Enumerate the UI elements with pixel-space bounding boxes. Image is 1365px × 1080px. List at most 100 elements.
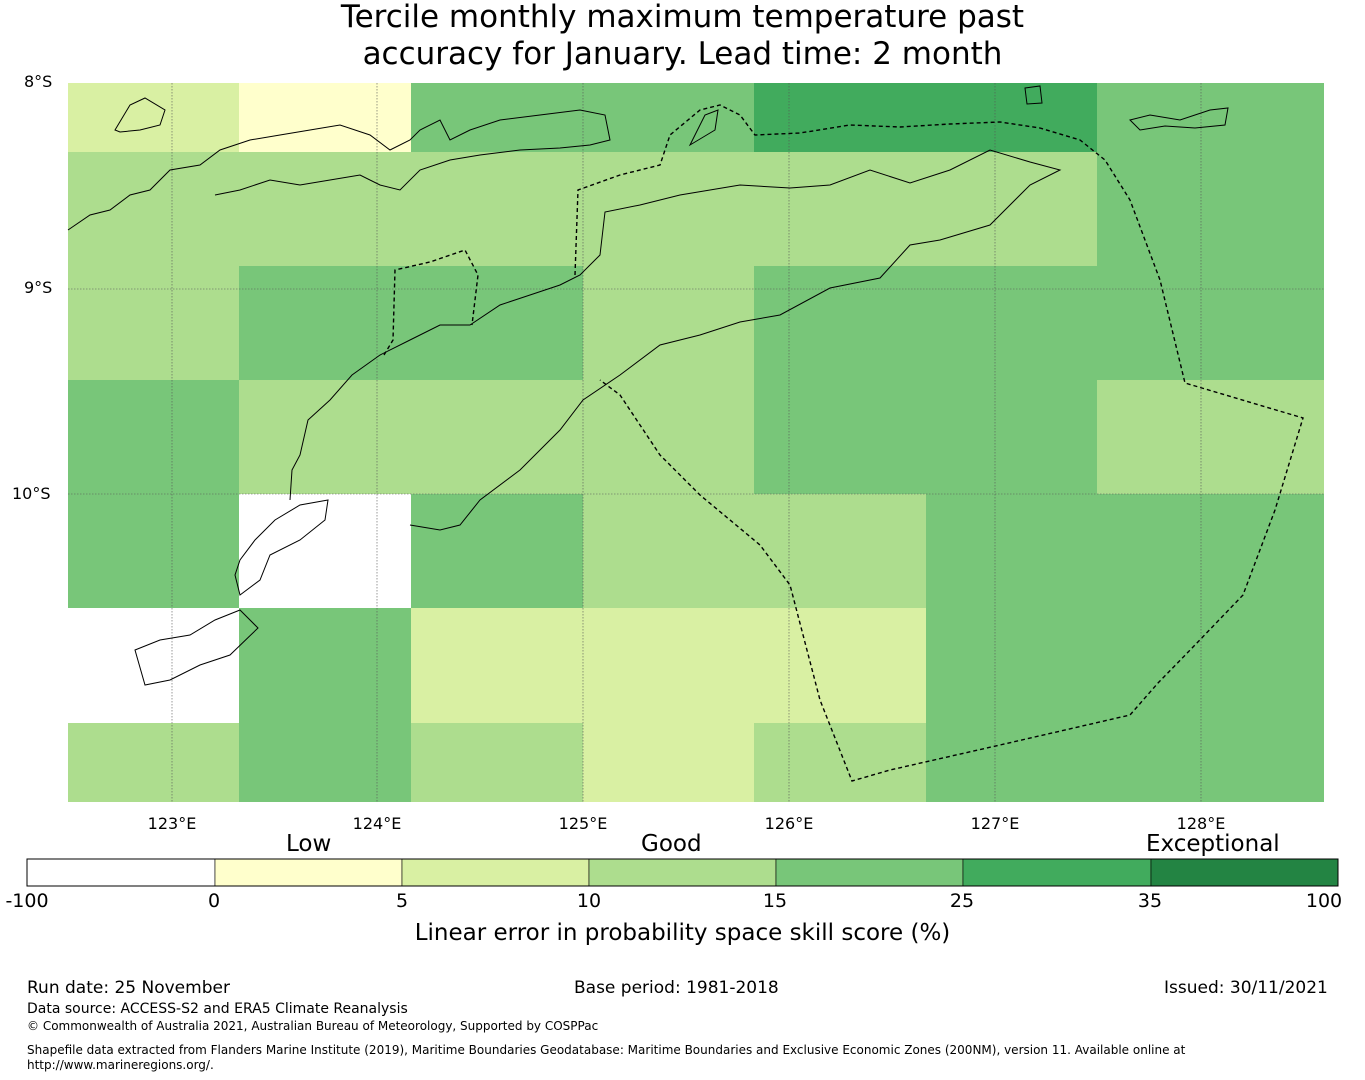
grid-cell <box>411 152 583 266</box>
grid-cell <box>68 723 239 802</box>
grid-cell <box>926 152 1097 266</box>
grid-cell <box>583 494 754 608</box>
grid-cell <box>411 83 583 152</box>
colorbar-segment <box>1150 858 1339 887</box>
shapefile-credit-line-2: http://www.marineregions.org/. <box>27 1058 214 1072</box>
grid-cell <box>926 380 1097 494</box>
colorbar-segment <box>26 858 216 887</box>
grid-cell <box>1097 494 1324 608</box>
colorbar-tick-0: 0 <box>207 890 221 912</box>
grid-cell <box>754 152 926 266</box>
grid-cell <box>239 380 411 494</box>
grid-cell <box>68 152 239 266</box>
grid-cell <box>926 83 1097 152</box>
grid-cell <box>68 608 239 723</box>
colorbar-segment <box>401 858 590 887</box>
grid-cell <box>239 608 411 723</box>
colorbar-tick-25: 25 <box>949 890 975 912</box>
grid-cell <box>411 380 583 494</box>
colorbar-segment <box>775 858 964 887</box>
grid-cell <box>239 83 411 152</box>
grid-cell <box>68 83 239 152</box>
wetar-coastline <box>1129 107 1229 131</box>
sawu-coastline <box>134 609 259 686</box>
lat-label-9s: 9°S <box>24 278 53 297</box>
flores-coastline <box>67 109 611 231</box>
grid-cell <box>411 494 583 608</box>
map-title-line-1: Tercile monthly maximum temperature past <box>340 0 1025 35</box>
alor-coastline <box>114 97 166 133</box>
grid-cell <box>411 608 583 723</box>
sumba-coastline <box>234 499 329 596</box>
colorbar-tick-minus100: -100 <box>5 890 49 912</box>
grid-cell <box>1097 266 1324 380</box>
grid-cell <box>754 494 926 608</box>
grid-cell <box>926 723 1097 802</box>
colorbar-tick-10: 10 <box>576 890 602 912</box>
skill-grid <box>68 83 1324 802</box>
colorbar-segment <box>588 858 777 887</box>
colorbar-tick-15: 15 <box>762 890 788 912</box>
grid-cell <box>68 494 239 608</box>
grid-cell <box>583 608 754 723</box>
base-period: Base period: 1981-2018 <box>574 978 779 998</box>
grid-cell <box>68 266 239 380</box>
colorbar <box>26 858 1339 887</box>
map-title-line-2: accuracy for January. Lead time: 2 month <box>362 36 1003 72</box>
lon-label-123e: 123°E <box>147 814 197 833</box>
issued-date: Issued: 30/11/2021 <box>1164 978 1328 998</box>
grid-cell <box>754 380 926 494</box>
coastlines <box>67 85 1229 686</box>
copyright: © Commonwealth of Australia 2021, Austra… <box>27 1019 599 1033</box>
grid-cell <box>583 152 754 266</box>
grid-cell <box>754 83 926 152</box>
grid-cell <box>1097 83 1324 152</box>
atauro-coastline <box>688 109 719 147</box>
timor-coastline <box>289 149 1062 531</box>
lon-label-124e: 124°E <box>352 814 402 833</box>
colorbar-label: Linear error in probability space skill … <box>414 920 951 946</box>
grid-cell <box>1097 380 1324 494</box>
lon-label-127e: 127°E <box>970 814 1020 833</box>
shapefile-credit-line-1: Shapefile data extracted from Flanders M… <box>27 1043 1186 1057</box>
colorbar-tick-100: 100 <box>1305 890 1343 912</box>
grid-cell <box>754 723 926 802</box>
grid-cell <box>926 608 1097 723</box>
category-good: Good <box>641 831 702 857</box>
kisar-coastline <box>1024 85 1043 105</box>
grid-cell <box>1097 152 1324 266</box>
colorbar-outline <box>26 858 1339 887</box>
data-source: Data source: ACCESS-S2 and ERA5 Climate … <box>27 1001 408 1017</box>
eez-boundary-north <box>383 249 479 356</box>
lon-label-125e: 125°E <box>558 814 608 833</box>
colorbar-segment <box>962 858 1152 887</box>
lon-label-126e: 126°E <box>764 814 814 833</box>
grid-cell <box>583 723 754 802</box>
eez-boundary-east <box>574 104 1304 782</box>
category-exceptional: Exceptional <box>1146 831 1280 857</box>
grid-cell <box>239 494 411 608</box>
colorbar-tick-5: 5 <box>395 890 409 912</box>
grid-cell <box>68 380 239 494</box>
grid-cell <box>239 723 411 802</box>
grid-cell <box>583 380 754 494</box>
maritime-boundaries <box>383 104 1304 782</box>
grid-cell <box>411 266 583 380</box>
grid-cell <box>926 494 1097 608</box>
lat-label-8s: 8°S <box>24 72 53 91</box>
grid-cell <box>239 266 411 380</box>
run-date: Run date: 25 November <box>27 978 230 998</box>
grid-cell <box>583 83 754 152</box>
grid-cell <box>1097 608 1324 723</box>
colorbar-tick-35: 35 <box>1137 890 1163 912</box>
grid-cell <box>754 266 926 380</box>
graticule <box>68 83 1324 802</box>
category-low: Low <box>286 831 332 857</box>
grid-cell <box>583 266 754 380</box>
grid-cell <box>926 266 1097 380</box>
grid-cell <box>239 152 411 266</box>
lat-label-10s: 10°S <box>12 484 51 503</box>
grid-cell <box>411 723 583 802</box>
grid-cell <box>1097 723 1324 802</box>
